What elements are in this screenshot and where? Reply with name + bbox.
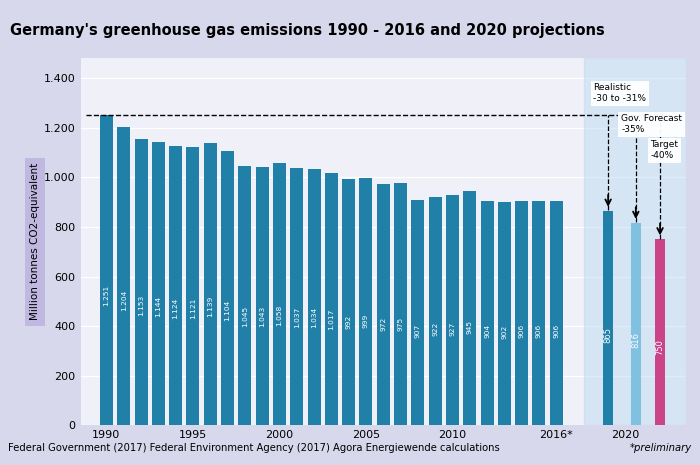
Text: 992: 992 [346,315,351,329]
Text: 975: 975 [398,317,404,331]
Text: 1.104: 1.104 [225,300,230,321]
Text: 816: 816 [631,332,640,348]
Y-axis label: Million tonnes CO2-equivalent: Million tonnes CO2-equivalent [29,163,40,320]
Text: 906: 906 [553,324,559,338]
Bar [412,200,424,425]
Bar [100,115,113,425]
Bar [118,126,130,425]
Text: 902: 902 [501,324,508,339]
Bar [550,200,563,425]
Text: 1.251: 1.251 [104,285,109,306]
Text: 750: 750 [656,339,664,355]
Bar [169,146,182,425]
Text: *preliminary: *preliminary [629,443,692,453]
Text: 906: 906 [519,324,525,338]
Text: 1.045: 1.045 [242,306,248,327]
Bar [631,223,640,425]
Bar [446,195,459,425]
Bar [394,184,407,425]
Text: Gov. Forecast
-35%: Gov. Forecast -35% [621,114,682,134]
Text: Germany's greenhouse gas emissions 1990 - 2016 and 2020 projections: Germany's greenhouse gas emissions 1990 … [10,23,606,38]
Text: 904: 904 [484,324,490,339]
Bar [463,191,476,425]
Text: 1.121: 1.121 [190,298,196,319]
Text: 999: 999 [363,314,369,328]
Text: 1.204: 1.204 [121,289,127,311]
Bar [186,147,200,425]
Text: 1.043: 1.043 [259,306,265,327]
Bar [256,166,269,425]
Bar [377,184,390,425]
Text: 1.034: 1.034 [311,307,317,328]
Bar [134,140,148,425]
Bar [428,197,442,425]
Text: 907: 907 [415,324,421,338]
Bar [152,141,164,425]
Bar [481,201,493,425]
Bar [360,178,372,425]
Text: 922: 922 [432,322,438,337]
Text: Federal Government (2017) Federal Environment Agency (2017) Agora Energiewende c: Federal Government (2017) Federal Enviro… [8,443,500,453]
Text: 945: 945 [467,320,473,334]
Text: 1.058: 1.058 [276,305,283,326]
Bar [533,200,545,425]
Bar [655,239,665,425]
Bar [221,152,234,425]
Text: 1.124: 1.124 [173,298,178,319]
Text: 972: 972 [380,317,386,331]
Text: 906: 906 [536,324,542,338]
Text: Realistic
-30 to -31%: Realistic -30 to -31% [594,83,646,103]
Bar [515,200,528,425]
Bar [342,179,355,425]
Text: 1.037: 1.037 [294,307,300,328]
Bar [307,169,321,425]
Bar [498,202,511,425]
Text: 1.144: 1.144 [155,296,162,317]
Bar [273,163,286,425]
Text: 1.017: 1.017 [328,309,335,330]
Text: 1.139: 1.139 [207,296,214,317]
Text: 927: 927 [449,322,456,336]
Text: Target
-40%: Target -40% [650,140,678,160]
Bar [204,143,217,425]
Text: 865: 865 [603,327,612,343]
Bar [584,58,686,425]
Bar [325,173,338,425]
Bar [239,166,251,425]
Bar [290,168,303,425]
Text: 1.153: 1.153 [138,295,144,316]
Bar [603,211,613,425]
